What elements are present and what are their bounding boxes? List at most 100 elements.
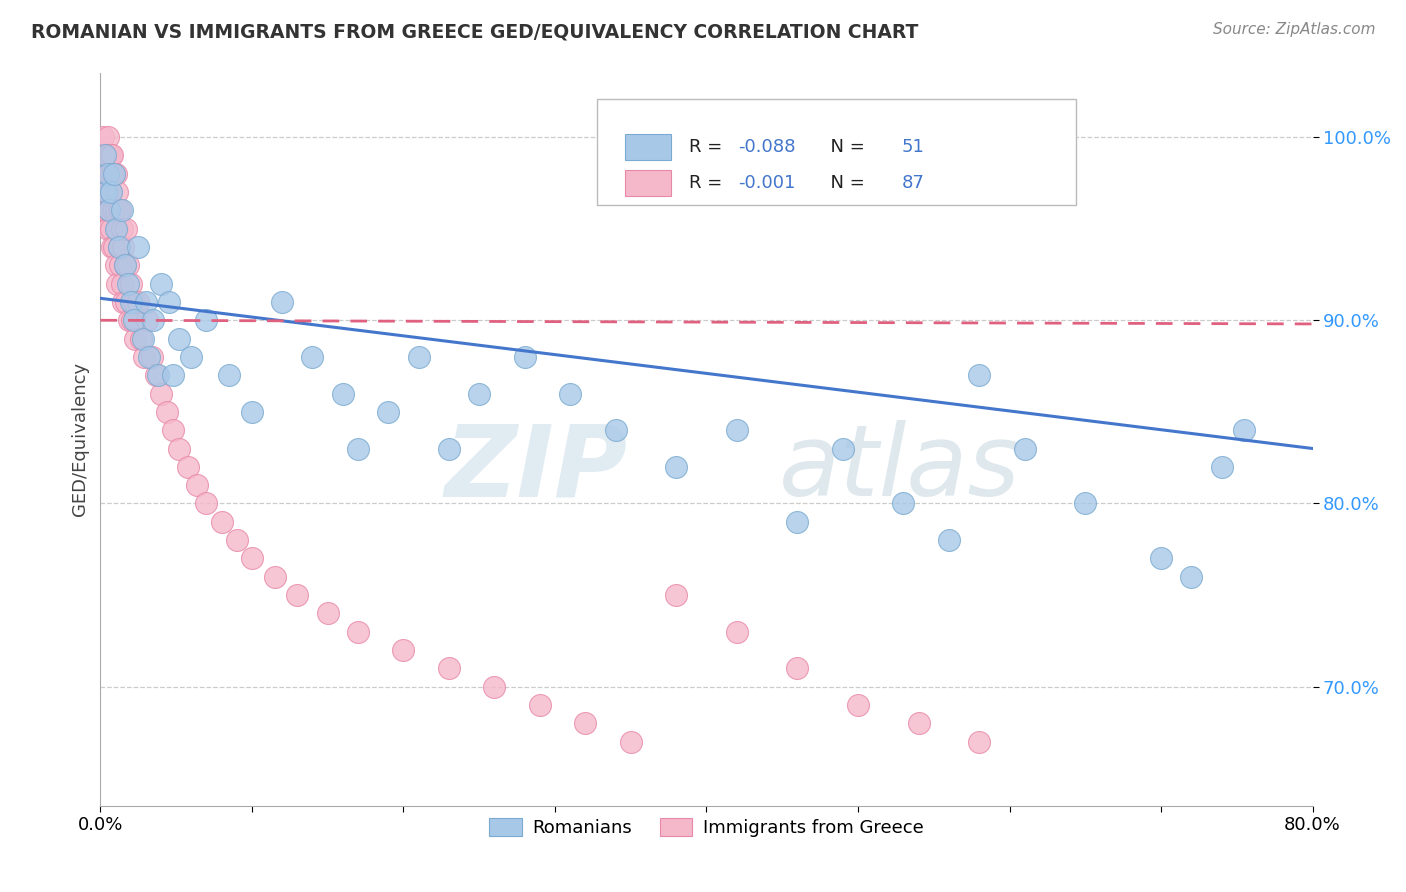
- Point: [195, 496, 218, 510]
- Point: [100, 221, 122, 235]
- Point: [121, 313, 143, 327]
- Point: [240, 405, 263, 419]
- Point: [105, 277, 128, 291]
- Point: [967, 368, 990, 383]
- Point: [831, 442, 853, 456]
- Text: R =: R =: [689, 137, 728, 156]
- Point: [100, 148, 122, 162]
- Point: [100, 185, 122, 199]
- Point: [97, 130, 120, 145]
- Point: [108, 203, 131, 218]
- Point: [114, 258, 136, 272]
- Point: [1180, 570, 1202, 584]
- Point: [97, 185, 120, 199]
- Point: [100, 185, 122, 199]
- Point: [605, 423, 627, 437]
- Point: [484, 680, 506, 694]
- Point: [98, 185, 121, 199]
- Point: [98, 203, 121, 218]
- Point: [96, 185, 118, 199]
- Point: [93, 148, 115, 162]
- Point: [574, 716, 596, 731]
- Point: [468, 386, 491, 401]
- FancyBboxPatch shape: [598, 99, 1076, 205]
- Point: [408, 350, 430, 364]
- Point: [142, 313, 165, 327]
- Point: [124, 332, 146, 346]
- Point: [437, 661, 460, 675]
- Point: [332, 386, 354, 401]
- Point: [437, 442, 460, 456]
- Point: [101, 240, 124, 254]
- Point: [98, 203, 121, 218]
- Point: [108, 258, 131, 272]
- Point: [104, 258, 127, 272]
- Point: [558, 386, 581, 401]
- Point: [138, 350, 160, 364]
- Point: [146, 368, 169, 383]
- Text: -0.088: -0.088: [738, 137, 796, 156]
- Point: [115, 295, 138, 310]
- Point: [136, 313, 159, 327]
- Point: [117, 258, 139, 272]
- Point: [725, 423, 748, 437]
- Point: [112, 240, 135, 254]
- Point: [94, 167, 117, 181]
- Point: [105, 185, 128, 199]
- Point: [377, 405, 399, 419]
- Point: [271, 295, 294, 310]
- Point: [120, 277, 142, 291]
- Point: [97, 167, 120, 181]
- Text: R =: R =: [689, 175, 728, 193]
- Point: [347, 624, 370, 639]
- Point: [103, 167, 125, 181]
- Point: [107, 240, 129, 254]
- Point: [90, 185, 112, 199]
- Point: [120, 295, 142, 310]
- Point: [98, 148, 121, 162]
- Point: [347, 442, 370, 456]
- Point: [665, 588, 688, 602]
- Point: [104, 203, 127, 218]
- Point: [167, 442, 190, 456]
- Point: [938, 533, 960, 547]
- Point: [122, 313, 145, 327]
- Point: [117, 277, 139, 291]
- Point: [162, 423, 184, 437]
- Point: [93, 130, 115, 145]
- Point: [93, 167, 115, 181]
- Text: 51: 51: [901, 137, 925, 156]
- Point: [1211, 459, 1233, 474]
- Point: [162, 368, 184, 383]
- Point: [1233, 423, 1256, 437]
- Point: [134, 350, 156, 364]
- Point: [122, 295, 145, 310]
- Point: [149, 386, 172, 401]
- Point: [513, 350, 536, 364]
- Point: [110, 277, 132, 291]
- Point: [316, 607, 339, 621]
- Point: [100, 167, 122, 181]
- Point: [107, 203, 129, 218]
- Point: [103, 167, 125, 181]
- Point: [786, 661, 808, 675]
- Point: [118, 313, 141, 327]
- Point: [97, 221, 120, 235]
- Point: [786, 515, 808, 529]
- Point: [98, 167, 121, 181]
- Point: [846, 698, 869, 712]
- Point: [145, 368, 167, 383]
- Point: [96, 148, 118, 162]
- Point: [141, 350, 163, 364]
- Point: [149, 277, 172, 291]
- Point: [101, 203, 124, 218]
- Point: [135, 295, 157, 310]
- Point: [114, 258, 136, 272]
- Point: [90, 167, 112, 181]
- Point: [218, 368, 240, 383]
- Text: atlas: atlas: [779, 420, 1021, 517]
- Point: [211, 515, 233, 529]
- Point: [107, 240, 129, 254]
- Point: [156, 405, 179, 419]
- Point: [97, 148, 120, 162]
